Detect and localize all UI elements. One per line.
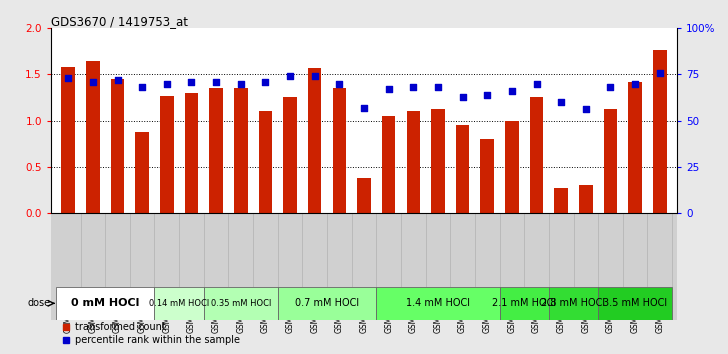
Bar <box>86 61 100 213</box>
Point <box>481 92 493 98</box>
Bar <box>376 286 499 320</box>
Bar <box>480 139 494 213</box>
Bar <box>598 286 672 320</box>
Bar <box>111 79 124 213</box>
Bar <box>505 121 518 213</box>
Bar <box>333 88 346 213</box>
Point <box>111 77 123 83</box>
Bar <box>456 125 470 213</box>
Bar <box>277 286 376 320</box>
Point <box>136 85 148 90</box>
Text: dose: dose <box>28 298 50 308</box>
Legend: transformed count, percentile rank within the sample: transformed count, percentile rank withi… <box>62 322 240 345</box>
Text: 0 mM HOCl: 0 mM HOCl <box>71 298 139 308</box>
Bar <box>204 286 277 320</box>
Bar <box>530 97 543 213</box>
Point <box>161 81 173 86</box>
Bar <box>185 93 198 213</box>
Point <box>432 85 444 90</box>
Point <box>456 94 468 99</box>
Point <box>629 81 641 86</box>
Point <box>408 85 419 90</box>
Bar <box>154 286 204 320</box>
Bar <box>283 97 297 213</box>
Bar <box>579 185 593 213</box>
Bar <box>431 109 445 213</box>
Point <box>87 79 99 85</box>
Point <box>63 75 74 81</box>
Point <box>383 86 395 92</box>
Bar <box>234 88 248 213</box>
Point <box>605 85 617 90</box>
Bar <box>628 82 642 213</box>
Bar <box>406 111 420 213</box>
Point <box>358 105 370 110</box>
Text: 0.35 mM HOCl: 0.35 mM HOCl <box>210 299 271 308</box>
Point <box>210 79 222 85</box>
Point <box>531 81 542 86</box>
Bar <box>549 286 598 320</box>
Bar <box>61 67 75 213</box>
Point <box>309 73 320 79</box>
Point <box>506 88 518 94</box>
Bar <box>382 116 395 213</box>
Point <box>186 79 197 85</box>
Point <box>333 81 345 86</box>
Bar <box>604 109 617 213</box>
Bar <box>653 50 667 213</box>
Point <box>284 73 296 79</box>
Bar <box>258 111 272 213</box>
Bar <box>160 96 173 213</box>
Point <box>580 107 592 112</box>
Point <box>260 79 272 85</box>
Text: 3.5 mM HOCl: 3.5 mM HOCl <box>603 298 667 308</box>
Bar <box>357 178 371 213</box>
Bar <box>308 68 322 213</box>
Text: GDS3670 / 1419753_at: GDS3670 / 1419753_at <box>51 15 188 28</box>
Text: 2.8 mM HOCl: 2.8 mM HOCl <box>542 298 606 308</box>
Bar <box>210 88 223 213</box>
Bar <box>499 286 549 320</box>
Text: 2.1 mM HOCl: 2.1 mM HOCl <box>492 298 556 308</box>
Point <box>654 70 665 75</box>
Text: 0.7 mM HOCl: 0.7 mM HOCl <box>295 298 359 308</box>
Text: 0.14 mM HOCl: 0.14 mM HOCl <box>149 299 209 308</box>
Bar <box>555 188 568 213</box>
Text: 1.4 mM HOCl: 1.4 mM HOCl <box>406 298 470 308</box>
Bar <box>56 286 154 320</box>
Point <box>235 81 247 86</box>
Point <box>555 99 567 105</box>
Bar <box>135 132 149 213</box>
